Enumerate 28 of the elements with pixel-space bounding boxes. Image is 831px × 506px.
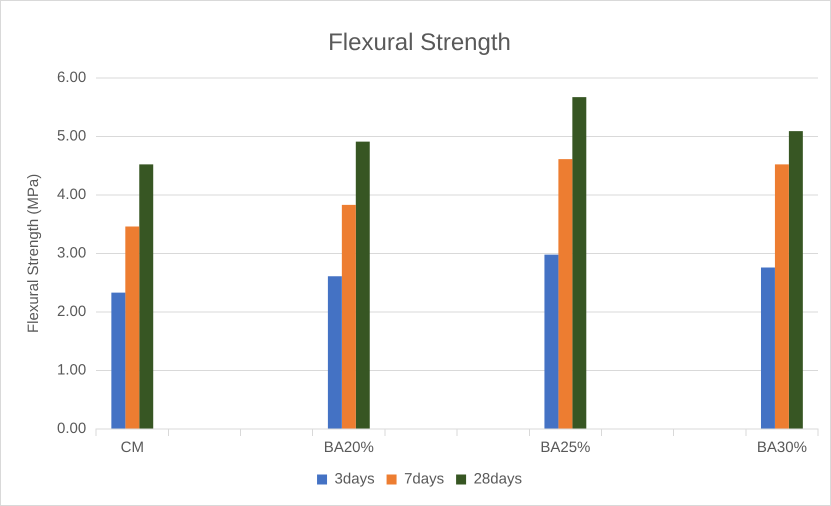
bar xyxy=(356,142,370,428)
bar xyxy=(125,226,140,428)
y-tick-label: 1.00 xyxy=(56,362,86,379)
x-tick-label: CM xyxy=(120,439,144,456)
legend-label: 28days xyxy=(474,470,522,488)
y-tick-label: 4.00 xyxy=(56,186,86,204)
bar xyxy=(774,164,789,428)
bar xyxy=(788,131,803,428)
legend-label: 3days xyxy=(334,470,375,488)
bar xyxy=(328,276,342,428)
y-tick-label: 5.00 xyxy=(56,127,86,144)
bar xyxy=(342,204,356,428)
x-tick-label: BA25% xyxy=(540,439,590,456)
bar xyxy=(760,267,775,428)
y-tick-label: 6.00 xyxy=(56,68,86,86)
chart-title: Flexural Strength xyxy=(328,29,511,56)
y-tick-label: 3.00 xyxy=(56,244,86,262)
bar xyxy=(111,292,126,428)
y-tick-label: 0.00 xyxy=(56,420,86,438)
legend-label: 7days xyxy=(404,470,444,488)
y-axis-title: Flexural Strength (MPa) xyxy=(25,174,42,334)
bar xyxy=(558,159,572,428)
x-tick-label: BA30% xyxy=(756,439,807,456)
bar xyxy=(139,164,154,428)
bar xyxy=(572,97,586,428)
bar xyxy=(544,254,558,428)
x-tick-label: BA20% xyxy=(324,439,374,456)
y-tick-label: 2.00 xyxy=(56,303,86,320)
